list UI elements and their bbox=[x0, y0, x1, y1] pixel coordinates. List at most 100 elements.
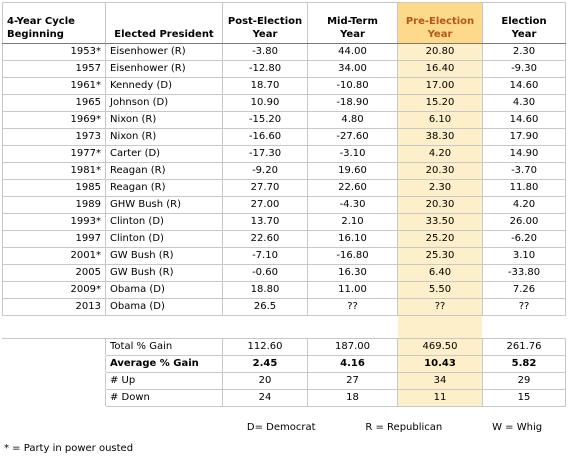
cycle-year: 1989 bbox=[2, 196, 106, 214]
data-row: 1993* Clinton (D) 13.70 2.10 33.50 26.00 bbox=[2, 213, 566, 231]
return-cell: 16.30 bbox=[307, 264, 398, 282]
data-row: 1957 Eisenhower (R) -12.80 34.00 16.40 -9.30 bbox=[2, 60, 566, 78]
summary-value: 187.00 bbox=[307, 338, 398, 356]
data-row: 1989 GHW Bush (R) 27.00 -4.30 20.30 4.20 bbox=[2, 196, 566, 214]
summary-row: # Down 24 18 11 15 bbox=[2, 389, 566, 407]
return-cell: 18.70 bbox=[222, 77, 308, 95]
header-line: Post-Election bbox=[227, 16, 303, 27]
data-row: 2009* Obama (D) 18.80 11.00 5.50 7.26 bbox=[2, 281, 566, 299]
spacer-row bbox=[2, 315, 566, 339]
header-line: Elected President bbox=[114, 29, 214, 40]
summary-value: 261.76 bbox=[482, 338, 566, 356]
blank-cell bbox=[2, 338, 106, 356]
return-cell: 17.00 bbox=[397, 77, 483, 95]
return-cell: 13.70 bbox=[222, 213, 308, 231]
summary-value: 469.50 bbox=[397, 338, 483, 356]
header-line: Mid-Term bbox=[327, 16, 378, 27]
data-row: 1969* Nixon (R) -15.20 4.80 6.10 14.60 bbox=[2, 111, 566, 129]
legend-item: D= Democrat bbox=[246, 422, 316, 433]
return-cell: -10.80 bbox=[307, 77, 398, 95]
president: Carter (D) bbox=[105, 145, 223, 163]
return-cell: 16.10 bbox=[307, 230, 398, 248]
blank-cell bbox=[2, 355, 106, 373]
summary-row: Average % Gain 2.45 4.16 10.43 5.82 bbox=[2, 355, 566, 373]
return-cell: ?? bbox=[397, 298, 483, 316]
return-cell: -9.20 bbox=[222, 162, 308, 180]
cycle-year: 1953* bbox=[2, 43, 106, 61]
cycle-year: 1969* bbox=[2, 111, 106, 129]
summary-value: 10.43 bbox=[397, 355, 483, 373]
spacer-cell bbox=[397, 315, 483, 339]
president: Johnson (D) bbox=[105, 94, 223, 112]
spacer-cell bbox=[222, 315, 308, 339]
return-cell: -16.60 bbox=[222, 128, 308, 146]
return-cell: 6.10 bbox=[397, 111, 483, 129]
header-line: Election bbox=[501, 16, 547, 27]
column-header: 4-Year Cycle Beginning bbox=[2, 2, 106, 44]
cycle-year: 2005 bbox=[2, 264, 106, 282]
return-cell: ?? bbox=[482, 298, 566, 316]
spacer-cell bbox=[105, 315, 223, 339]
data-row: 2013 Obama (D) 26.5?????? bbox=[2, 298, 566, 316]
header-line: Beginning bbox=[7, 29, 64, 40]
president: GW Bush (R) bbox=[105, 247, 223, 265]
return-cell: 18.80 bbox=[222, 281, 308, 299]
return-cell: 34.00 bbox=[307, 60, 398, 78]
return-cell: 15.20 bbox=[397, 94, 483, 112]
return-cell: 26.00 bbox=[482, 213, 566, 231]
summary-value: 18 bbox=[307, 389, 398, 407]
column-header: Elected President bbox=[105, 2, 223, 44]
return-cell: 14.60 bbox=[482, 77, 566, 95]
summary-value: 5.82 bbox=[482, 355, 566, 373]
return-cell: -27.60 bbox=[307, 128, 398, 146]
data-row: 1965 Johnson (D) 10.90 -18.90 15.20 4.30 bbox=[2, 94, 566, 112]
spacer-cell bbox=[482, 315, 566, 339]
return-cell: 25.20 bbox=[397, 230, 483, 248]
cycle-year: 1985 bbox=[2, 179, 106, 197]
president: Nixon (R) bbox=[105, 128, 223, 146]
summary-value: 2.45 bbox=[222, 355, 308, 373]
summary-value: 29 bbox=[482, 372, 566, 390]
cycle-year: 1981* bbox=[2, 162, 106, 180]
return-cell: -16.80 bbox=[307, 247, 398, 265]
return-cell: 20.80 bbox=[397, 43, 483, 61]
return-cell: 16.40 bbox=[397, 60, 483, 78]
president: GHW Bush (R) bbox=[105, 196, 223, 214]
data-row: 2005 GW Bush (R) -0.60 16.30 6.40 -33.80 bbox=[2, 264, 566, 282]
return-cell: 27.70 bbox=[222, 179, 308, 197]
data-row: 1977* Carter (D) -17.30 -3.10 4.20 14.90 bbox=[2, 145, 566, 163]
return-cell: 14.60 bbox=[482, 111, 566, 129]
spacer-cell bbox=[307, 315, 398, 339]
return-cell: 4.30 bbox=[482, 94, 566, 112]
president: GW Bush (R) bbox=[105, 264, 223, 282]
return-cell: 10.90 bbox=[222, 94, 308, 112]
return-cell: 38.30 bbox=[397, 128, 483, 146]
header-line: Year bbox=[427, 29, 453, 40]
return-cell: ?? bbox=[307, 298, 398, 316]
return-cell: 2.30 bbox=[397, 179, 483, 197]
president: Kennedy (D) bbox=[105, 77, 223, 95]
column-header: Pre-Election Year bbox=[397, 2, 483, 44]
party-legend: D= Democrat R = Republican W = Whig bbox=[222, 422, 567, 433]
cycle-year: 2009* bbox=[2, 281, 106, 299]
header-line: Year bbox=[511, 29, 537, 40]
data-row: 1953* Eisenhower (R) -3.80 44.00 20.80 2.30 bbox=[2, 43, 566, 61]
return-cell: -0.60 bbox=[222, 264, 308, 282]
data-row: 1997 Clinton (D) 22.60 16.10 25.20 -6.20 bbox=[2, 230, 566, 248]
return-cell: 4.80 bbox=[307, 111, 398, 129]
return-cell: 33.50 bbox=[397, 213, 483, 231]
data-row: 2001* GW Bush (R) -7.10 -16.80 25.30 3.10 bbox=[2, 247, 566, 265]
return-cell: -3.70 bbox=[482, 162, 566, 180]
legend-item: W = Whig bbox=[492, 422, 543, 433]
return-cell: -33.80 bbox=[482, 264, 566, 282]
data-row: 1981* Reagan (R) -9.20 19.60 20.30 -3.70 bbox=[2, 162, 566, 180]
column-header: Election Year bbox=[482, 2, 566, 44]
summary-value: 4.16 bbox=[307, 355, 398, 373]
president: Clinton (D) bbox=[105, 213, 223, 231]
return-cell: 4.20 bbox=[482, 196, 566, 214]
data-row: 1961* Kennedy (D) 18.70 -10.80 17.00 14.60 bbox=[2, 77, 566, 95]
return-cell: 20.30 bbox=[397, 196, 483, 214]
return-cell: 2.10 bbox=[307, 213, 398, 231]
column-header: Post-Election Year bbox=[222, 2, 308, 44]
